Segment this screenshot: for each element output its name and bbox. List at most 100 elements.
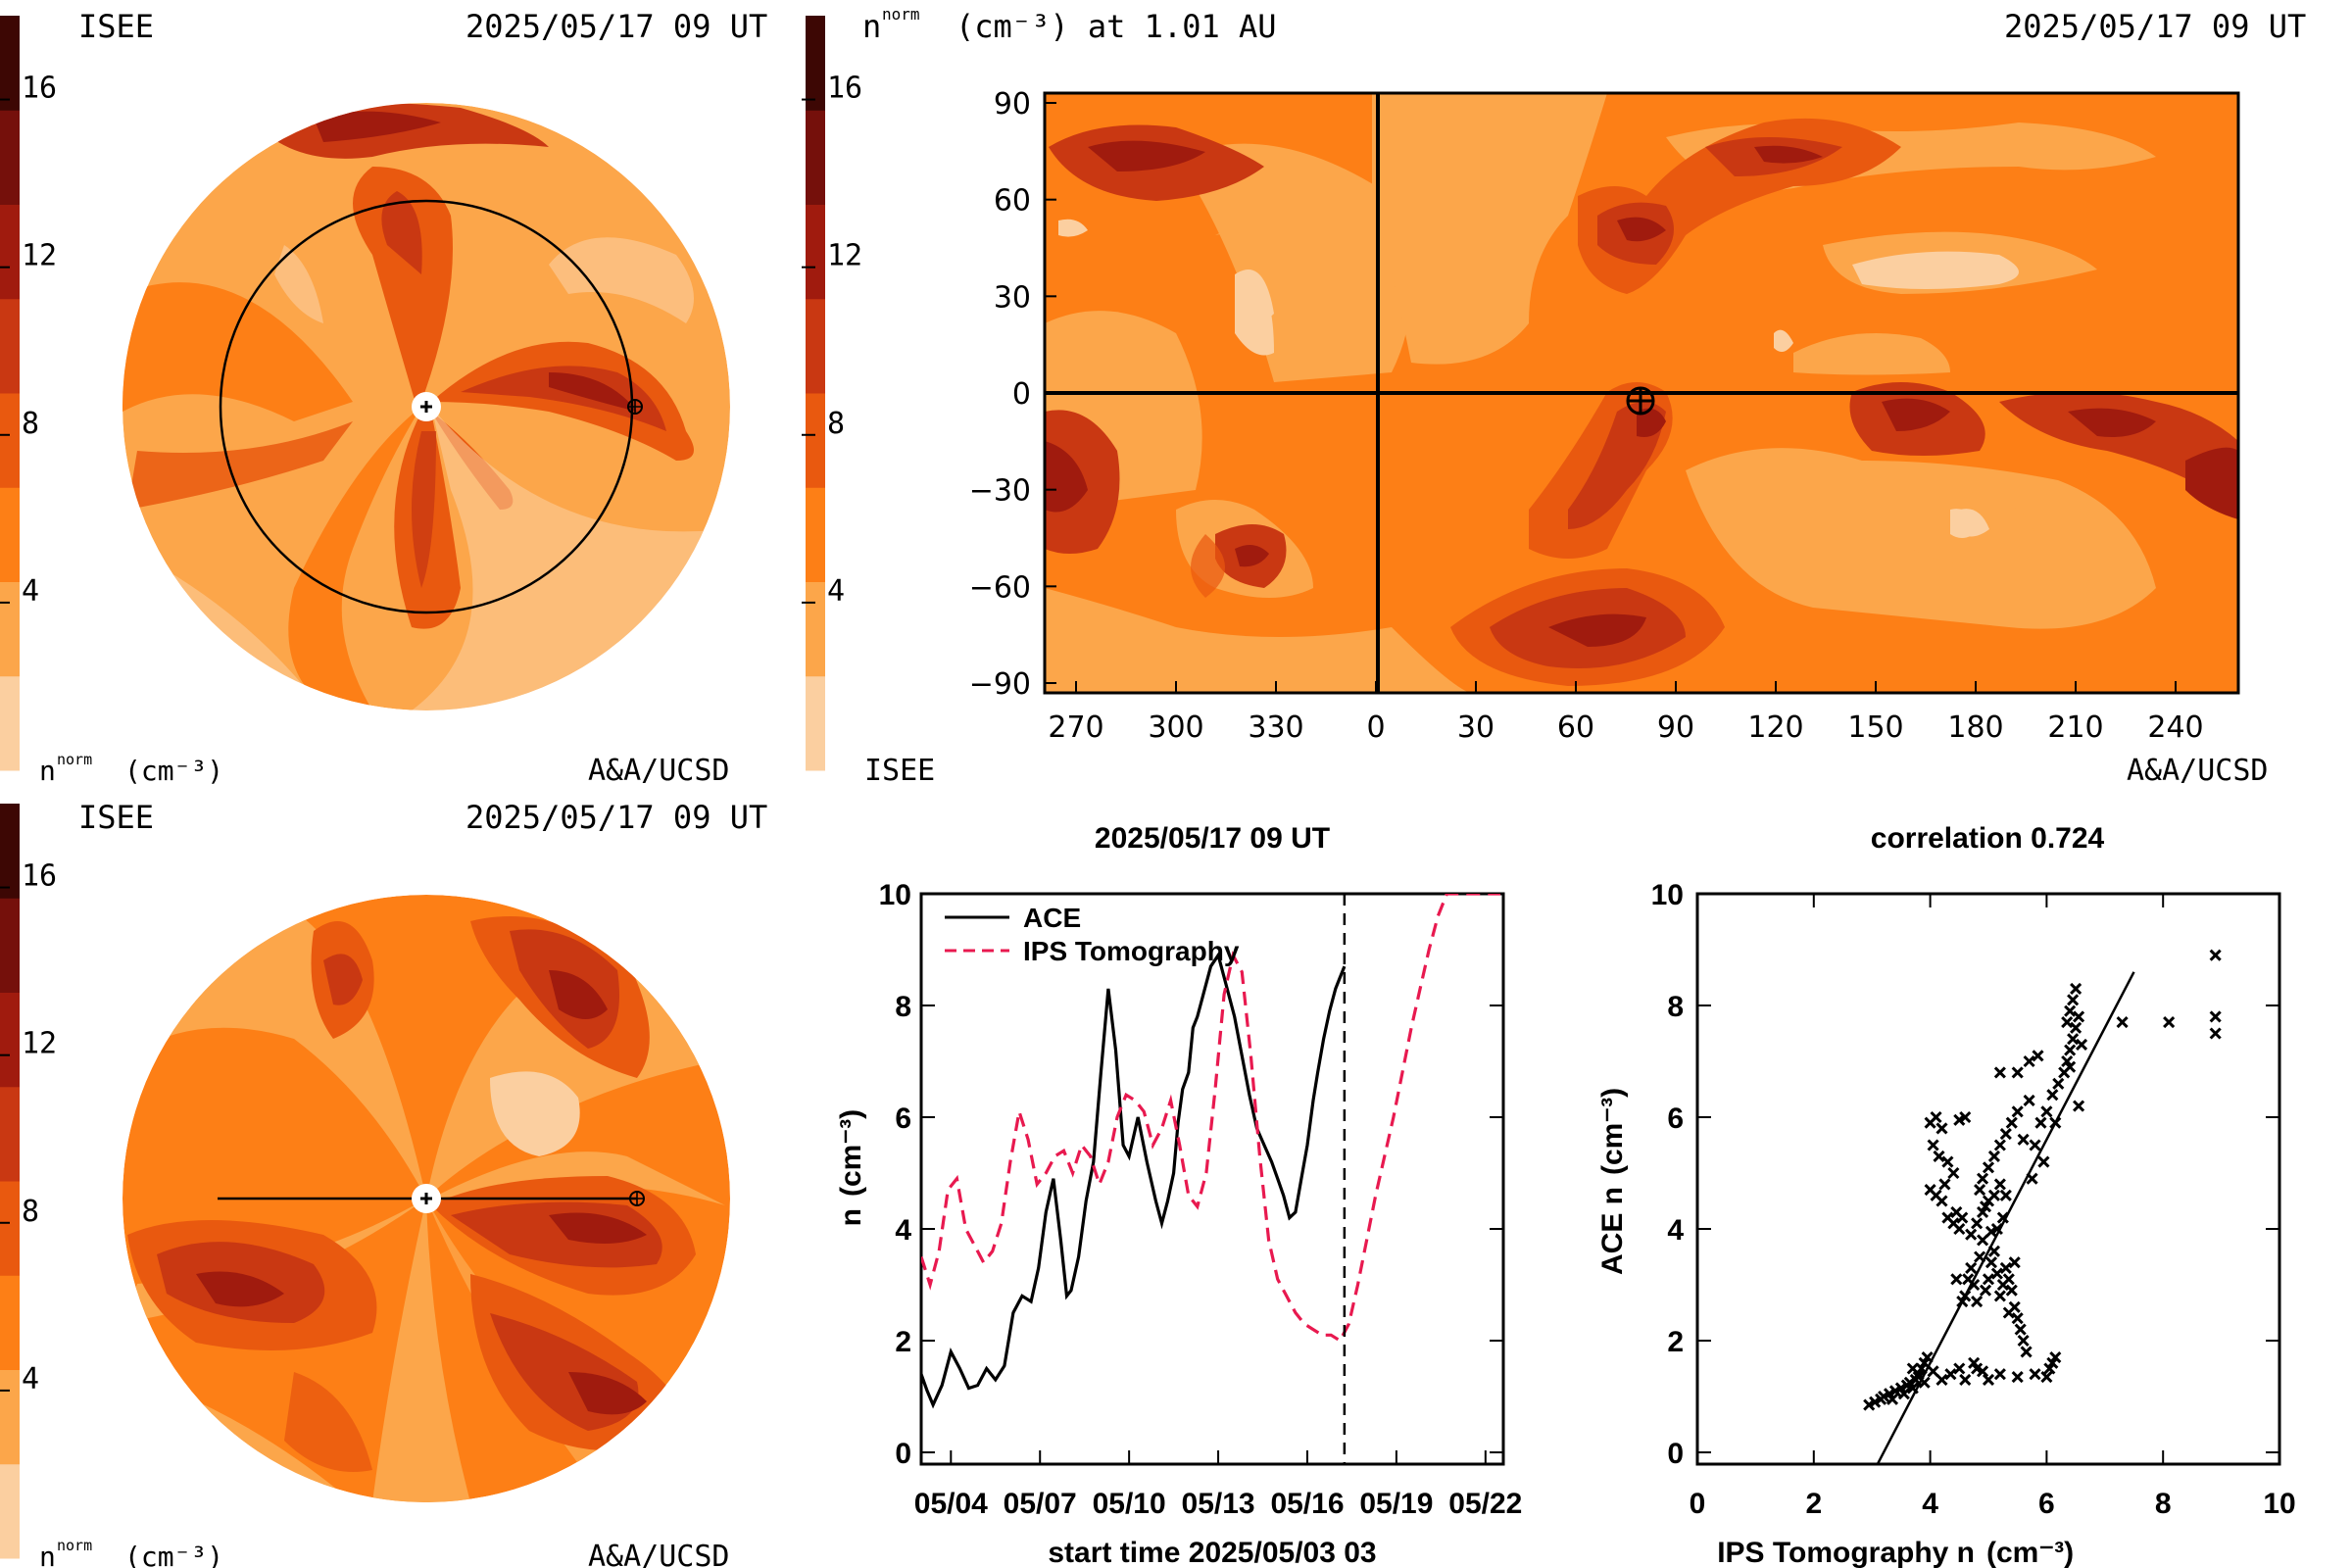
scatter-point (2209, 949, 2222, 961)
line-y-tick-label: 6 (895, 1102, 911, 1135)
earth-marker-bottom (629, 1191, 645, 1206)
svg-text:norm: norm (57, 751, 92, 768)
map-x-tick-label: 60 (1557, 710, 1594, 745)
colorbar-level (806, 204, 825, 300)
line-x-tick-label: 05/19 (1359, 1488, 1433, 1520)
scatter-point (1878, 1390, 1890, 1403)
scatter-point (1993, 1368, 2006, 1381)
scatter-point (2037, 1155, 2050, 1168)
scatter-point (1933, 1150, 1945, 1162)
unit-label-bottom-left: n norm (cm⁻³) (39, 1537, 223, 1568)
sun-marker (412, 392, 441, 421)
scatter-point (1990, 1267, 2003, 1280)
credit-top-right: A&A/UCSD (2127, 754, 2269, 788)
map-x-tick-label: 150 (1847, 710, 1903, 745)
map-x-tick-label: 90 (1657, 710, 1694, 745)
scatter-point (2029, 1139, 2041, 1152)
map-y-tick-label: 60 (994, 184, 1031, 219)
colorbar-left-bottom: 4 8 12 16 (0, 804, 57, 1559)
scatter-point (1999, 1189, 2012, 1201)
svg-text:(cm⁻³): (cm⁻³) (1596, 1088, 1629, 1175)
scatter-point (2011, 1105, 2024, 1118)
scatter-point (1936, 1122, 1948, 1135)
scatter-point (2014, 1323, 2027, 1336)
scatter-point (1993, 1139, 2006, 1152)
colorbar-level (0, 298, 20, 394)
scatter-point (2011, 1066, 2024, 1079)
scatter-point (2064, 1044, 2077, 1056)
colorbar-tick-label: 16 (22, 859, 57, 894)
scatter-x-tick-label: 2 (1805, 1488, 1822, 1520)
scatter-point (2020, 1346, 2033, 1358)
colorbar-level (0, 16, 20, 111)
scatter-point (2023, 1054, 2035, 1068)
scatter-point (1930, 1110, 1942, 1124)
timestamp-top-right: 2025/05/17 09 UT (2004, 8, 2306, 45)
colorbar-tick-label: 8 (827, 407, 845, 441)
scatter-point (2209, 1027, 2222, 1040)
colorbar-level (0, 992, 20, 1088)
colorbar-tick-label: 8 (22, 1195, 39, 1229)
colorbar-tick-label: 4 (827, 574, 845, 609)
map-x-tick-label: 180 (1947, 710, 2003, 745)
scatter-x-tick-label: 0 (1690, 1488, 1706, 1520)
colorbar-left-top: 4 8 12 16 (0, 16, 57, 771)
line-y-tick-label: 10 (879, 879, 911, 911)
scatter-point (1965, 1228, 1978, 1241)
map-x-tick-label: 300 (1148, 710, 1203, 745)
scatter-x-tick-label: 10 (2263, 1488, 2295, 1520)
scatter-xlabel: IPS Tomography n (cm⁻³) (1717, 1537, 2074, 1568)
map-y-tick-label: 30 (994, 280, 1031, 315)
scatter-point (2029, 1368, 2041, 1381)
synoptic-panel: 4 8 12 16 n norm (cm⁻³) at 1.01 AU 2025/05/… (802, 5, 2306, 788)
colorbar-level (0, 1369, 20, 1465)
colorbar-level (806, 298, 825, 394)
scatter-point (1888, 1385, 1902, 1397)
colorbar-tick-label: 12 (22, 1027, 57, 1061)
map-x-tick-label: 210 (2047, 710, 2103, 745)
svg-text:n: n (39, 755, 56, 787)
colorbar-middle: 4 8 12 16 (802, 16, 862, 771)
timestamp-top-left: 2025/05/17 09 UT (466, 8, 767, 45)
scatter-point (2067, 1033, 2080, 1046)
colorbar-level (806, 16, 825, 111)
map-x-tick-label: 0 (1366, 710, 1385, 745)
scatter-point (2052, 1077, 2065, 1090)
colorbar-tick-label: 8 (22, 407, 39, 441)
colorbar-level (806, 581, 825, 677)
synoptic-x-ticks: 270 300 330 0 30 60 90 120 150 180 210 240 (1048, 681, 2204, 745)
scatter-point (2070, 1021, 2082, 1034)
credit-top-left: A&A/UCSD (588, 754, 730, 788)
line-x-tick-label: 05/16 (1270, 1488, 1344, 1520)
scatter-point (1936, 1195, 1948, 1207)
scatter-point (2040, 1105, 2053, 1118)
svg-text:IPS Tomography n: IPS Tomography n (1717, 1537, 1975, 1568)
colorbar-level (0, 898, 20, 993)
ips-tomography-series (921, 894, 1500, 1344)
colorbar-level (0, 1086, 20, 1182)
colorbar-level (806, 393, 825, 488)
time-series-xlabel: start time 2025/05/03 03 (1048, 1537, 1376, 1568)
scatter-y-tick-label: 6 (1667, 1102, 1684, 1135)
line-y-tick-label: 8 (895, 991, 911, 1023)
scatter-y-tick-label: 0 (1667, 1438, 1684, 1470)
scatter-point (1993, 1290, 2006, 1302)
scatter-point (2011, 1370, 2024, 1384)
scatter-point (2017, 1334, 2030, 1348)
sun-marker-bottom (412, 1184, 441, 1213)
line-y-tick-label: 2 (895, 1326, 911, 1358)
colorbar-level (0, 487, 20, 582)
scatter-point (1886, 1393, 1899, 1405)
scatter-point (1965, 1261, 1978, 1274)
scatter-point (1974, 1184, 1986, 1197)
scatter-point (1863, 1398, 1876, 1411)
map-x-tick-label: 30 (1457, 710, 1494, 745)
colorbar-tick-label: 4 (22, 1362, 39, 1396)
scatter-point (1944, 1368, 1957, 1381)
map-y-tick-label: 90 (994, 87, 1031, 122)
scatter-point (2049, 1351, 2062, 1364)
credit-bottom-left: A&A/UCSD (588, 1540, 730, 1568)
time-series-ylabel: n (cm⁻³) (835, 1109, 867, 1227)
scatter-point (1984, 1256, 1998, 1269)
scatter-point (1959, 1110, 1972, 1124)
